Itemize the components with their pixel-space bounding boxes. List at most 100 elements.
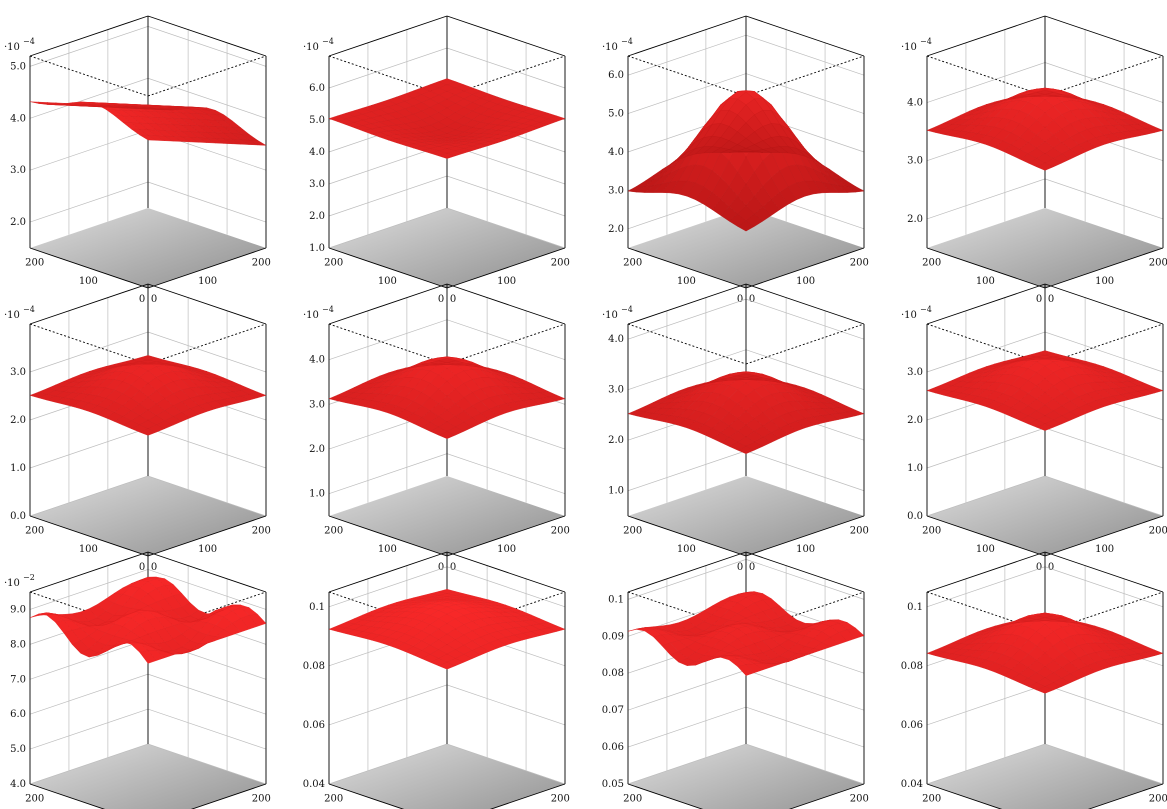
z-tick-label: 6.0 bbox=[10, 709, 26, 720]
z-exponent: −4 bbox=[23, 305, 35, 314]
y-tick-label: 0 bbox=[749, 294, 755, 305]
z-tick-label: 1.0 bbox=[10, 463, 26, 474]
y-tick-label: 0 bbox=[450, 294, 456, 305]
z-tick-label: 7.0 bbox=[10, 674, 26, 685]
z-exponent: −4 bbox=[322, 305, 334, 314]
x-tick-label: 100 bbox=[976, 544, 995, 555]
z-tick-label: 3.0 bbox=[309, 179, 325, 190]
z-tick-label: 4.0 bbox=[10, 779, 26, 790]
box-edge bbox=[926, 591, 1046, 633]
y-tick-label: 0 bbox=[749, 562, 755, 573]
plot-svg: 2.0 3.0 4.0 5.0 ·10−4 0 100 200 0 100 200 bbox=[4, 15, 271, 305]
plot-svg: 0.040.060.080.101002000100200 bbox=[901, 551, 1167, 809]
box-edge bbox=[446, 551, 566, 593]
x-tick-label: 100 bbox=[976, 276, 995, 287]
surface-plot-6: 1.0 2.0 3.0 4.0 ·10 −4 0 100 200 0 100 200 bbox=[299, 268, 597, 573]
z-tick-label: 0.06 bbox=[602, 742, 624, 753]
floor-image bbox=[628, 744, 864, 809]
y-tick-label: 100 bbox=[796, 544, 815, 555]
y-tick-label: 0 bbox=[151, 562, 157, 573]
surface-plot-3: 2.0 3.0 4.0 5.0 6.0 ·10 −4 0 100 200 0 100 200 bbox=[598, 0, 896, 305]
z-tick-label: 5.0 bbox=[608, 109, 624, 120]
surface-patch bbox=[737, 373, 755, 378]
z-tick-label: 2.0 bbox=[10, 415, 26, 426]
z-tick-label: 5.0 bbox=[309, 115, 325, 126]
x-tick-label: 0 bbox=[438, 294, 444, 305]
z-exponent: −4 bbox=[322, 37, 334, 46]
plot-svg: 0.050.060.070.080.090.101002000100200 bbox=[602, 551, 869, 809]
z-tick-label: 1.0 bbox=[907, 463, 923, 474]
z-tick-label: 3.0 bbox=[608, 385, 624, 396]
box-edge bbox=[627, 15, 747, 57]
x-tick-label: 200 bbox=[25, 526, 44, 537]
z-tick-label: 6.0 bbox=[608, 70, 624, 81]
surface-patch bbox=[437, 78, 457, 85]
z-tick-label: 4.0 bbox=[309, 147, 325, 158]
box-edge bbox=[29, 247, 149, 289]
x-tick-label: 200 bbox=[324, 258, 343, 269]
box-edge bbox=[926, 283, 1046, 325]
z-tick-label: 0.1 bbox=[608, 594, 624, 605]
floor-image bbox=[927, 744, 1163, 809]
box-edge bbox=[627, 551, 747, 593]
y-tick-label: 0 bbox=[1048, 562, 1054, 573]
box-edge bbox=[446, 247, 566, 289]
z-tick-label: 0.08 bbox=[303, 661, 325, 672]
y-tick-label: 0 bbox=[450, 562, 456, 573]
box-edge bbox=[328, 551, 448, 593]
x-tick-label: 200 bbox=[922, 526, 941, 537]
z-tick-label: 9.0 bbox=[10, 604, 26, 615]
z-exponent: −4 bbox=[621, 37, 633, 46]
z-tick-label: 3.0 bbox=[10, 165, 26, 176]
x-tick-label: 0 bbox=[139, 294, 145, 305]
box-edge bbox=[627, 323, 747, 365]
y-tick-label: 200 bbox=[1149, 794, 1167, 805]
z-tick-label: 0.09 bbox=[602, 631, 624, 642]
box-edge bbox=[926, 515, 1046, 557]
z-tick-label: 0.1 bbox=[309, 602, 325, 613]
y-tick-label: 100 bbox=[1095, 544, 1114, 555]
x-tick-label: 0 bbox=[737, 294, 743, 305]
box-edge bbox=[1044, 515, 1164, 557]
box-edge bbox=[29, 515, 149, 557]
surface-plot-7: 1.0 2.0 3.0 4.0 ·10 −4 0 100 200 0 100 200 bbox=[598, 268, 896, 573]
z-multiplier: ·10 bbox=[901, 310, 917, 321]
y-tick-label: 100 bbox=[198, 544, 217, 555]
y-tick-label: 200 bbox=[252, 526, 271, 537]
box-edge bbox=[328, 15, 448, 57]
z-tick-label: 5.0 bbox=[10, 744, 26, 755]
floor-image bbox=[329, 744, 565, 809]
surface-plot-5: 0.0 1.0 2.0 3.0 ·10 −4 0 100 200 0 100 200 bbox=[0, 268, 298, 573]
z-tick-label: 2.0 bbox=[608, 435, 624, 446]
z-tick-label: 0.05 bbox=[602, 779, 624, 790]
z-tick-label: 3.0 bbox=[10, 367, 26, 378]
z-tick-label: 6.0 bbox=[309, 83, 325, 94]
z-tick-label: 2.0 bbox=[907, 214, 923, 225]
surface-patch bbox=[1035, 350, 1055, 356]
box-edge bbox=[328, 55, 448, 97]
plot-svg: 0.0 1.0 2.0 3.0 ·10−4 0 100 200 0 100 200 bbox=[901, 283, 1167, 573]
box-edge bbox=[745, 551, 865, 593]
z-tick-label: 3.0 bbox=[907, 156, 923, 167]
z-multiplier: ·10 bbox=[4, 578, 20, 589]
surface-patch bbox=[438, 358, 456, 363]
surface-plot-2: 1.0 2.0 3.0 4.0 5.0 6.0 ·10 −4 0 100 200 0 100 200 bbox=[299, 0, 597, 305]
box-edge bbox=[926, 247, 1046, 289]
surface-plot-12: 0.04 0.06 0.08 0.1 0 100 200 0 100 200 bbox=[897, 536, 1167, 809]
z-tick-label: 3.0 bbox=[608, 185, 624, 196]
box-edge bbox=[745, 515, 865, 557]
box-edge bbox=[926, 783, 1003, 809]
surface-patch bbox=[737, 150, 755, 153]
box-edge bbox=[745, 247, 865, 289]
box-edge bbox=[446, 283, 566, 325]
box-edge bbox=[328, 783, 405, 809]
plot-svg: 0.040.060.080.101002000100200 bbox=[303, 551, 570, 809]
z-multiplier: ·10 bbox=[4, 310, 20, 321]
z-exponent: −4 bbox=[23, 37, 35, 46]
y-tick-label: 100 bbox=[796, 276, 815, 287]
y-tick-label: 0 bbox=[151, 294, 157, 305]
z-tick-label: 2.0 bbox=[907, 415, 923, 426]
surface-plot-8: 0.0 1.0 2.0 3.0 ·10 −4 0 100 200 0 100 200 bbox=[897, 268, 1167, 573]
x-tick-label: 100 bbox=[378, 276, 397, 287]
box-edge bbox=[446, 15, 566, 57]
